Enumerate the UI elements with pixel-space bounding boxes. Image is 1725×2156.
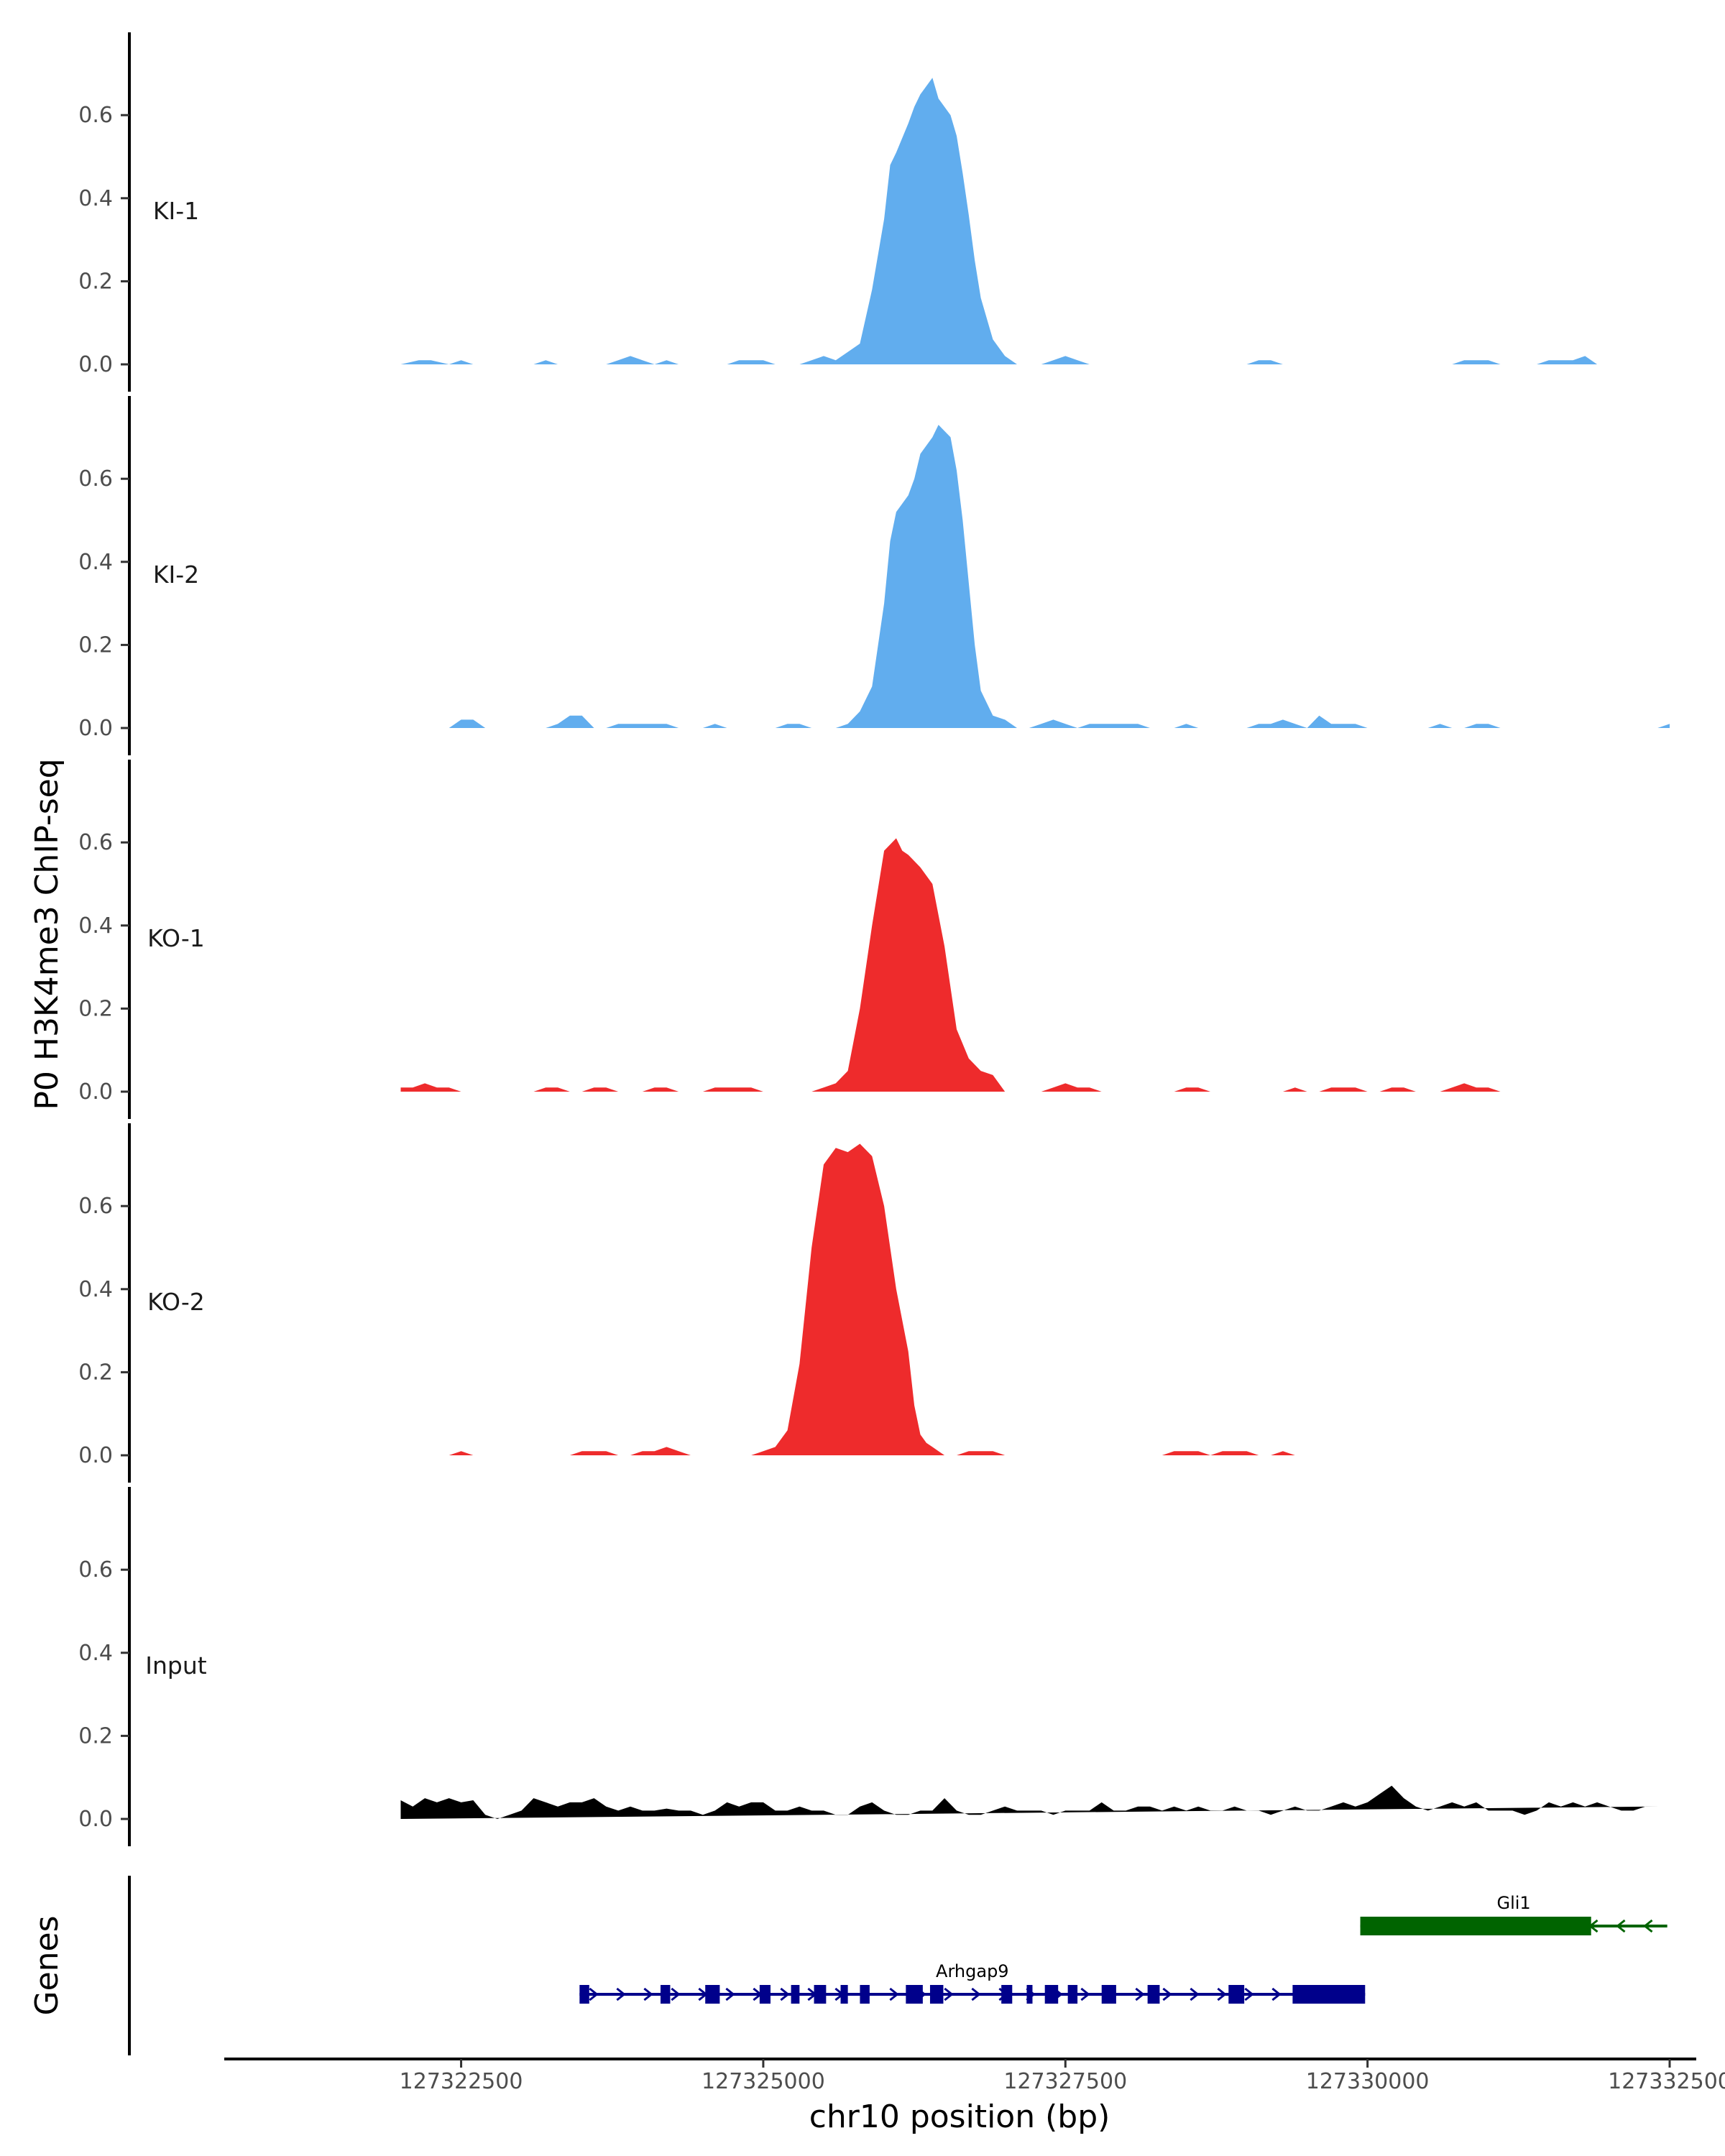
exon-block [705,1985,720,2004]
y-tick-label: 0.4 [78,550,113,575]
exon-block [906,1985,923,2004]
coverage-area [400,78,1670,364]
gene-name-label: Arhgap9 [936,1961,1009,1981]
strand-arrow [589,1987,599,2001]
strand-arrow [889,1987,899,2001]
y-tick-label: 0.6 [78,466,113,492]
genes-axis-title: Genes [29,1915,65,2015]
strand-arrow [971,1987,981,2001]
track-label: KO-2 [147,1288,205,1316]
exon-block [1101,1985,1116,2004]
strand-arrow [1616,1919,1626,1933]
exon-block [1228,1985,1245,2004]
coverage-area [400,1143,1670,1455]
coverage-area [400,838,1670,1092]
y-tick-label: 0.6 [78,830,113,855]
x-tick-label: 127327500 [1003,2069,1127,2094]
strand-arrow [1135,1987,1145,2001]
track-ki-2: 0.0 0.2 0.4 0.6 KI-2 [78,396,1670,755]
gene-gli1: Gli1 [1360,1893,1668,1935]
strand-arrow [944,1987,954,2001]
tracks-group: 0.00.20.40.6KI-10.00.20.40.6KI-20.00.20.… [78,32,1670,1846]
x-tick-label: 127330000 [1306,2069,1430,2094]
y-tick-label: 0.2 [78,996,113,1021]
strand-arrow [1162,1987,1172,2001]
strand-arrow [1080,1987,1090,2001]
y-tick-label: 0.6 [78,1557,113,1583]
strand-arrow [1643,1919,1653,1933]
y-tick-label: 0.4 [78,1277,113,1302]
strand-arrow [1190,1987,1200,2001]
y-tick-label: 0.2 [78,1360,113,1385]
y-tick-label: 0.2 [78,269,113,294]
exon-block [1360,1917,1591,1935]
exon-block [1147,1985,1160,2004]
strand-arrow [616,1987,626,2001]
x-tick-label: 127332500 [1608,2069,1725,2094]
strand-arrow [671,1987,681,2001]
x-tick-label: 127322500 [400,2069,523,2094]
gene-name-label: Gli1 [1497,1893,1531,1913]
y-tick-label: 0.0 [78,1443,113,1468]
exon-block [929,1985,944,2004]
y-tick-label: 0.0 [78,716,113,741]
exon-block [1067,1985,1078,2004]
y-tick-label: 0.6 [78,103,113,128]
y-tick-label: 0.4 [78,913,113,939]
strand-arrow [725,1987,735,2001]
exon-block [791,1985,800,2004]
x-axis: 127322500 127325000 127327500 127330000 1273… [224,2058,1725,2094]
track-ki-1: 0.0 0.2 0.4 0.6 KI-1 [78,32,1670,392]
track-ko-2: 0.0 0.2 0.4 0.6 KO-2 [78,1123,1670,1483]
gene-arhgap9: Arhgap9 [579,1961,1366,2004]
exon-block [579,1985,589,2004]
y-axis-title: P0 H3K4me3 ChIP-seq [29,758,65,1110]
y-tick-label: 0.2 [78,632,113,658]
coverage-area [400,1785,1658,1819]
genes-group: Arhgap9 Gli1 [128,1876,1668,2055]
track-label: KI-2 [153,561,199,589]
exon-block [1001,1985,1013,2004]
exon-block [860,1985,870,2004]
exon-block [814,1985,827,2004]
strand-arrow [1217,1987,1227,2001]
y-tick-label: 0.0 [78,1079,113,1105]
track-ko-1: 0.0 0.2 0.4 0.6 KO-1 [78,760,1670,1119]
exon-block [759,1985,771,2004]
x-axis-title: chr10 position (bp) [809,2099,1110,2135]
exon-block [840,1985,848,2004]
exon-block [1044,1985,1059,2004]
strand-arrow [1271,1987,1282,2001]
y-tick-label: 0.2 [78,1723,113,1749]
strand-arrow [1244,1987,1254,2001]
x-tick-label: 127325000 [702,2069,825,2094]
y-tick-label: 0.6 [78,1194,113,1219]
y-tick-label: 0.0 [78,352,113,377]
coverage-area [400,425,1670,728]
strand-arrow [780,1987,790,2001]
y-tick-label: 0.4 [78,1641,113,1666]
track-label: KO-1 [147,924,205,952]
exon-block [1026,1985,1033,2004]
y-tick-label: 0.0 [78,1807,113,1832]
track-label: Input [145,1651,207,1680]
exon-block [1292,1985,1366,2004]
exon-block [661,1985,671,2004]
track-label: KI-1 [153,197,199,225]
strand-arrow [643,1987,653,2001]
track-input: 0.0 0.2 0.4 0.6 Input [78,1487,1658,1846]
y-tick-label: 0.4 [78,186,113,211]
